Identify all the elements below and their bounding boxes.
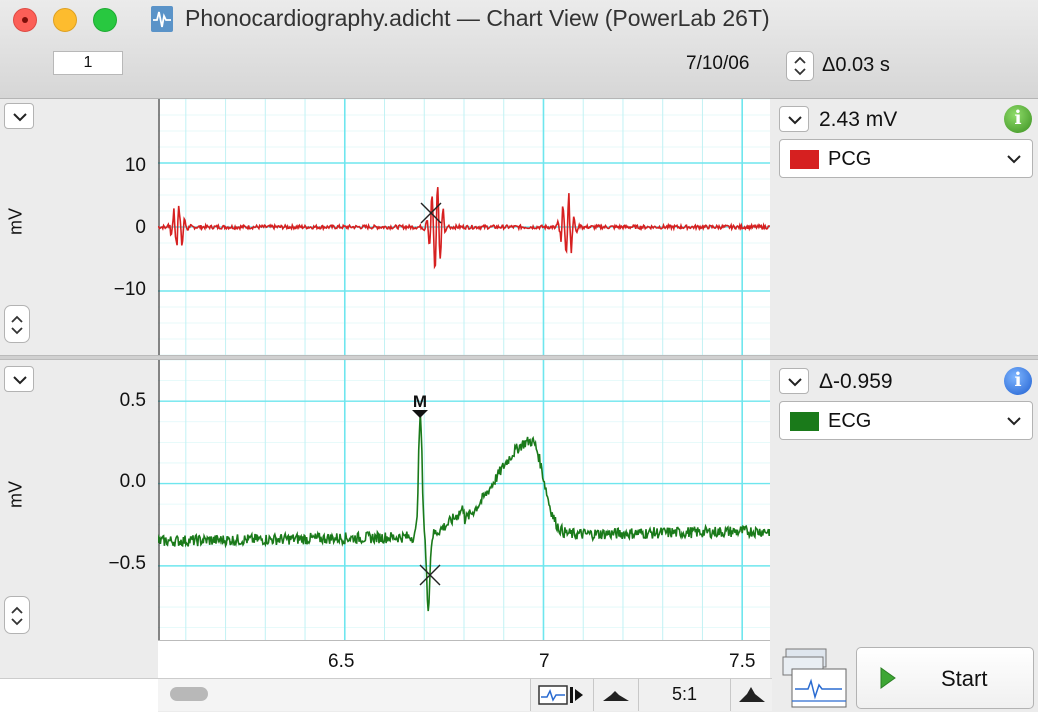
channel2-name-select[interactable]: ECG [779, 401, 1033, 440]
channel2-color-swatch [790, 412, 819, 431]
channel2-menu-button[interactable] [4, 366, 34, 392]
cursor-cross-icon [419, 564, 441, 586]
marker-m-icon: M [412, 392, 428, 418]
compress-button[interactable] [593, 678, 638, 711]
chevron-down-icon [788, 378, 802, 387]
compression-ratio-label: 5:1 [671, 684, 698, 704]
channel1-readout-menu-button[interactable] [779, 106, 809, 132]
horizontal-scrollbar[interactable] [158, 678, 530, 711]
chevron-down-icon [1007, 417, 1021, 426]
pcg-chart[interactable] [158, 99, 770, 355]
channel2-name: ECG [828, 410, 872, 432]
stepper-arrows-icon [11, 315, 23, 335]
time-axis: 6.5 7 7.5 [158, 640, 770, 679]
waveform-small-icon [603, 691, 629, 701]
minimize-window-button[interactable] [53, 8, 77, 32]
ecg-trace [158, 412, 770, 612]
stepper-arrows-icon [11, 606, 23, 626]
channel2-ytick: −0.5 [108, 553, 146, 574]
channel1-ylabel: mV [5, 208, 26, 235]
start-button[interactable]: Start [856, 647, 1034, 709]
view-mode-button[interactable] [530, 678, 593, 711]
bottom-left-area [0, 678, 158, 712]
ecg-gridlines [158, 360, 770, 640]
pcg-trace [158, 187, 770, 270]
channel2-scale-stepper[interactable] [4, 596, 30, 634]
channel2-ytick: 0.0 [119, 471, 146, 492]
channel1-ytick: 10 [124, 155, 146, 176]
channel1-name-select[interactable]: PCG [779, 139, 1033, 178]
chevron-down-icon [13, 376, 27, 385]
compression-ratio: 5:1 [638, 678, 730, 711]
xtick-label: 7.5 [729, 651, 756, 672]
xtick-label: 6.5 [328, 651, 355, 672]
window-title: Phonocardiography.adicht — Chart View (P… [185, 5, 770, 31]
channel2-readout: Δ-0.959 [819, 370, 893, 393]
xtick-label: 7 [539, 651, 550, 672]
info-icon[interactable]: i [1004, 105, 1032, 133]
channel2-readout-menu-button[interactable] [779, 368, 809, 394]
channel1-menu-button[interactable] [4, 103, 34, 129]
cursor-cross-icon [420, 202, 442, 224]
close-window-button[interactable] [13, 8, 37, 32]
channel2-ytick: 0.5 [119, 390, 146, 411]
channel1-ytick: −10 [113, 279, 146, 300]
page-number-field[interactable]: 1 [53, 51, 123, 75]
expand-button[interactable] [730, 678, 772, 711]
window-titlebar: Phonocardiography.adicht — Chart View (P… [0, 0, 1038, 99]
channel1-name: PCG [828, 148, 872, 170]
chevron-down-icon [1007, 155, 1021, 164]
channel2-ylabel: mV [5, 481, 26, 508]
time-delta-readout: Δ0.03 s [822, 54, 890, 76]
macro-button[interactable] [780, 647, 850, 711]
zoom-window-button[interactable] [93, 8, 117, 32]
chevron-down-icon [13, 113, 27, 122]
chevron-down-icon [788, 116, 802, 125]
channel1-ytick: 0 [135, 217, 146, 238]
channel-divider[interactable] [0, 355, 1038, 360]
waveform-large-icon [739, 687, 765, 702]
marker-label: M [413, 392, 427, 411]
channel1-scale-stepper[interactable] [4, 305, 30, 343]
start-button-label: Start [941, 666, 988, 691]
ecg-chart[interactable]: M [158, 360, 770, 640]
date-label: 7/10/06 [686, 53, 750, 74]
channel1-readout: 2.43 mV [819, 108, 898, 131]
info-icon[interactable]: i [1004, 367, 1032, 395]
time-delta-stepper[interactable] [786, 51, 814, 81]
scroll-thumb[interactable] [170, 687, 208, 701]
channel1-color-swatch [790, 150, 819, 169]
stepper-arrows-icon [794, 56, 806, 76]
document-icon [151, 6, 173, 32]
play-icon [880, 667, 896, 689]
chart-view-icon [538, 685, 583, 705]
